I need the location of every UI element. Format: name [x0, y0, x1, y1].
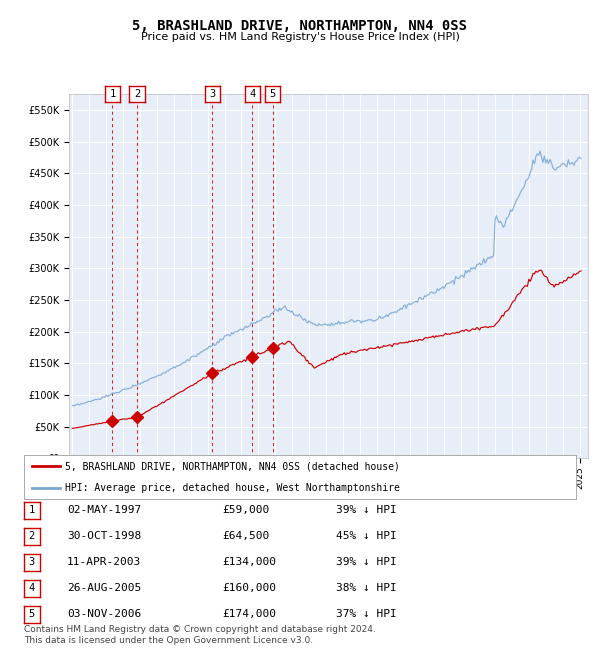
Text: 39% ↓ HPI: 39% ↓ HPI	[336, 505, 397, 515]
Text: £64,500: £64,500	[222, 531, 269, 541]
Text: 02-MAY-1997: 02-MAY-1997	[67, 505, 142, 515]
Text: 30-OCT-1998: 30-OCT-1998	[67, 531, 142, 541]
Text: 3: 3	[29, 557, 35, 567]
Text: 4: 4	[29, 583, 35, 593]
Text: Contains HM Land Registry data © Crown copyright and database right 2024.
This d: Contains HM Land Registry data © Crown c…	[24, 625, 376, 645]
Text: £134,000: £134,000	[222, 557, 276, 567]
Text: 3: 3	[209, 89, 215, 99]
Text: 1: 1	[109, 89, 116, 99]
Text: 26-AUG-2005: 26-AUG-2005	[67, 583, 142, 593]
Text: 5: 5	[29, 609, 35, 619]
Text: 4: 4	[250, 89, 256, 99]
Text: 5, BRASHLAND DRIVE, NORTHAMPTON, NN4 0SS: 5, BRASHLAND DRIVE, NORTHAMPTON, NN4 0SS	[133, 20, 467, 34]
Text: £160,000: £160,000	[222, 583, 276, 593]
Text: 45% ↓ HPI: 45% ↓ HPI	[336, 531, 397, 541]
Text: 03-NOV-2006: 03-NOV-2006	[67, 609, 142, 619]
Text: 39% ↓ HPI: 39% ↓ HPI	[336, 557, 397, 567]
Text: 2: 2	[134, 89, 140, 99]
Text: 37% ↓ HPI: 37% ↓ HPI	[336, 609, 397, 619]
Text: 38% ↓ HPI: 38% ↓ HPI	[336, 583, 397, 593]
Text: 11-APR-2003: 11-APR-2003	[67, 557, 142, 567]
Text: £174,000: £174,000	[222, 609, 276, 619]
Text: HPI: Average price, detached house, West Northamptonshire: HPI: Average price, detached house, West…	[65, 483, 400, 493]
Text: Price paid vs. HM Land Registry's House Price Index (HPI): Price paid vs. HM Land Registry's House …	[140, 32, 460, 42]
Text: 2: 2	[29, 531, 35, 541]
Text: 5: 5	[269, 89, 275, 99]
Text: £59,000: £59,000	[222, 505, 269, 515]
Text: 1: 1	[29, 505, 35, 515]
Text: 5, BRASHLAND DRIVE, NORTHAMPTON, NN4 0SS (detached house): 5, BRASHLAND DRIVE, NORTHAMPTON, NN4 0SS…	[65, 462, 400, 471]
